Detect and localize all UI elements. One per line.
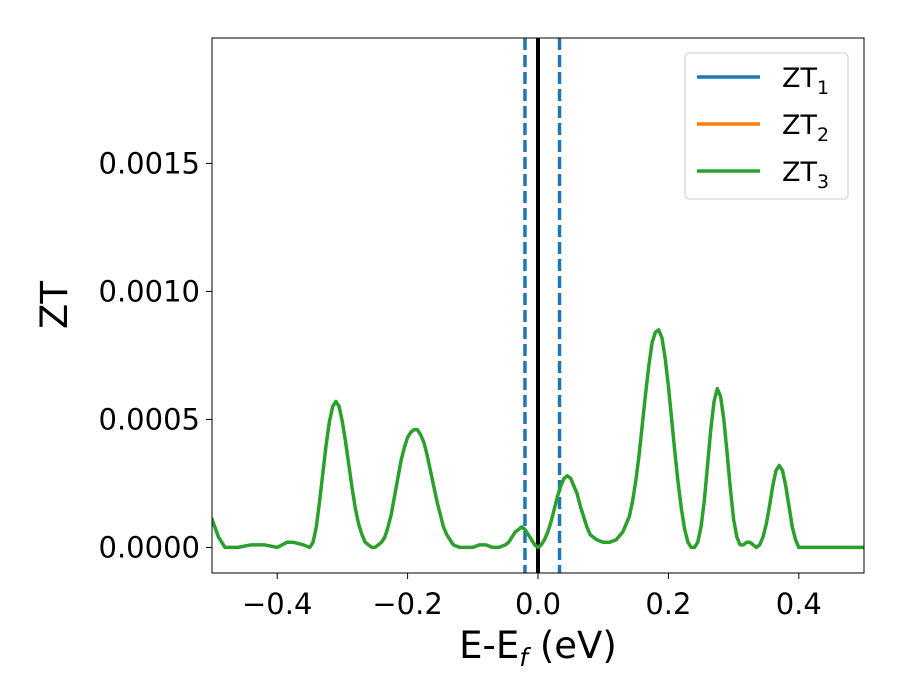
series-line-3 <box>212 328 864 550</box>
x-tick-label: 0.2 <box>645 587 691 621</box>
y-tick-label: 0.0015 <box>99 146 200 180</box>
legend: ZT1 ZT2 ZT3 <box>684 52 849 200</box>
legend-label-3: ZT3 <box>782 157 829 193</box>
reference-lines <box>523 38 562 573</box>
x-tick-label: −0.2 <box>372 587 442 621</box>
x-axis-ticks: −0.4 −0.2 0.0 0.2 0.4 <box>242 573 822 621</box>
series-lines <box>212 328 864 550</box>
y-tick-label: 0.0010 <box>99 274 200 308</box>
legend-box <box>684 52 849 200</box>
y-axis-ticks: 0.0000 0.0005 0.0010 0.0015 <box>99 146 212 564</box>
legend-label-2: ZT2 <box>782 110 829 146</box>
legend-label-1: ZT1 <box>782 63 829 99</box>
y-tick-label: 0.0005 <box>99 402 200 436</box>
x-tick-label: −0.4 <box>242 587 312 621</box>
x-tick-label: 0.0 <box>515 587 561 621</box>
y-axis-title: ZT <box>33 281 76 329</box>
x-axis-title: E-Ef (eV) <box>459 624 617 672</box>
x-tick-label: 0.4 <box>776 587 822 621</box>
y-tick-label: 0.0000 <box>99 530 200 564</box>
